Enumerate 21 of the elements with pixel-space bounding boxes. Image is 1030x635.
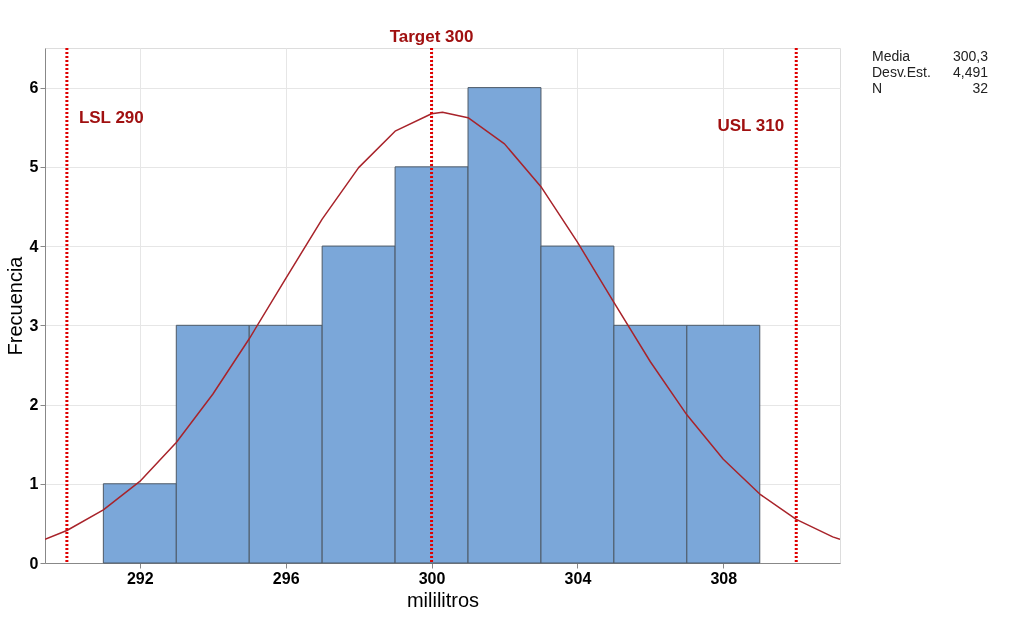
y-tick-label: 6 [29,79,39,97]
text: N 32 [872,80,988,96]
x-tick-label: 296 [272,569,300,587]
ref-line-label: LSL 290 [78,108,144,127]
y-tick-label: 5 [29,158,39,176]
y-tick-label: 2 [29,396,39,414]
x-tick-label: 308 [710,569,738,587]
ref-line-label: Target 300 [389,27,474,46]
y-axis-title: Frecuencia [3,255,26,356]
y-tick-label: 1 [29,475,39,493]
y-tick-label: 0 [29,554,39,572]
x-tick-label: 300 [418,569,446,587]
x-tick-label: 304 [564,569,592,587]
text: Media 300,3 [872,48,988,64]
ref-line-label: USL 310 [717,116,785,135]
text: Desv.Est. 4,491 [872,64,988,80]
x-tick-label: 292 [126,569,154,587]
y-tick-label: 3 [29,316,39,334]
x-axis-title: mililitros [406,588,480,611]
line-series [45,111,840,540]
y-tick-label: 4 [29,237,39,255]
